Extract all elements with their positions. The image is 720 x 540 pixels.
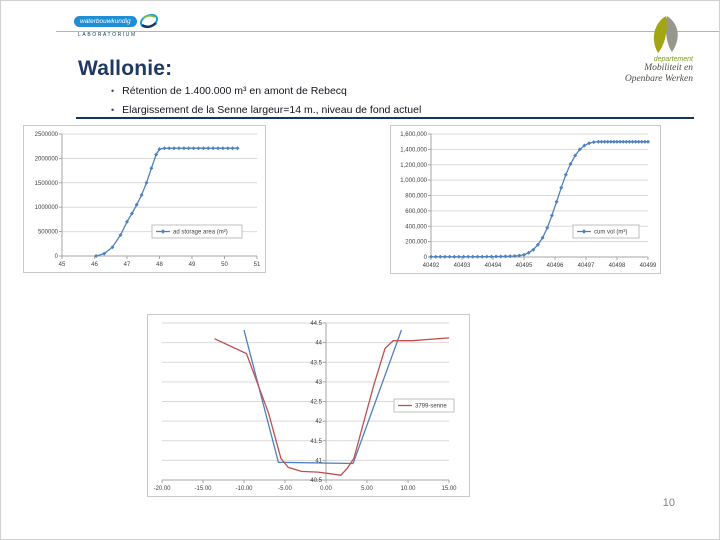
storage-area-chart: 0 500000 1000000 1500000 2000000 2500000 45 46 4… xyxy=(23,125,266,273)
cumulative-volume-chart: 0 200,000 400,000 600,000 800,000 1,000,000 1,… xyxy=(390,125,661,274)
svg-text:15.00: 15.00 xyxy=(441,486,457,492)
svg-text:40499: 40499 xyxy=(640,263,657,269)
svg-text:40496: 40496 xyxy=(547,263,564,269)
svg-text:0: 0 xyxy=(55,254,59,260)
svg-text:42.5: 42.5 xyxy=(310,400,322,406)
mow-department-label: departement xyxy=(653,56,693,63)
svg-text:40497: 40497 xyxy=(578,263,595,269)
page-number: 10 xyxy=(662,497,675,509)
svg-text:44.5: 44.5 xyxy=(310,321,322,327)
bullet-text: Rétention de 1.400.000 m³ en amont de Re… xyxy=(122,85,347,97)
svg-text:10.00: 10.00 xyxy=(400,486,416,492)
svg-text:-20.00: -20.00 xyxy=(153,486,171,492)
storage-area-chart-canvas: 0 500000 1000000 1500000 2000000 2500000 45 46 4… xyxy=(35,132,261,268)
svg-text:1000000: 1000000 xyxy=(35,205,59,211)
svg-text:1,600,000: 1,600,000 xyxy=(400,132,427,138)
svg-text:41: 41 xyxy=(315,458,322,464)
svg-text:0: 0 xyxy=(424,255,428,261)
slide-title: Wallonie: xyxy=(78,57,173,80)
svg-text:1500000: 1500000 xyxy=(35,181,59,187)
svg-text:-5.00: -5.00 xyxy=(278,486,292,492)
svg-text:40493: 40493 xyxy=(454,263,471,269)
waterbouwkundig-globe-icon xyxy=(139,13,158,29)
waterbouwkundig-subtitle: LABORATORIUM xyxy=(78,32,137,38)
title-divider xyxy=(76,117,694,119)
svg-text:ad storage area (m²): ad storage area (m²) xyxy=(173,230,228,236)
svg-text:1,200,000: 1,200,000 xyxy=(400,163,427,169)
svg-text:200,000: 200,000 xyxy=(405,240,427,246)
svg-text:1,400,000: 1,400,000 xyxy=(400,147,427,153)
waterbouwkundig-wordmark: waterbouwkundig xyxy=(74,15,137,27)
svg-text:47: 47 xyxy=(124,262,131,268)
svg-text:5.00: 5.00 xyxy=(361,486,373,492)
bullet-list: • Rétention de 1.400.000 m³ en amont de … xyxy=(111,85,631,122)
svg-text:400,000: 400,000 xyxy=(405,224,427,230)
svg-text:46: 46 xyxy=(91,262,98,268)
svg-text:49: 49 xyxy=(189,262,196,268)
svg-text:44: 44 xyxy=(315,341,322,347)
svg-text:600,000: 600,000 xyxy=(405,209,427,215)
svg-text:40495: 40495 xyxy=(516,263,533,269)
bullet-item: • Rétention de 1.400.000 m³ en amont de … xyxy=(111,85,631,99)
svg-text:40498: 40498 xyxy=(609,263,626,269)
svg-text:40492: 40492 xyxy=(423,263,440,269)
svg-text:-15.00: -15.00 xyxy=(194,486,212,492)
svg-text:-10.00: -10.00 xyxy=(235,486,253,492)
svg-text:51: 51 xyxy=(254,262,261,268)
svg-text:40.5: 40.5 xyxy=(310,478,322,484)
mow-name-line1: Mobiliteit en xyxy=(644,63,693,73)
svg-text:2000000: 2000000 xyxy=(35,156,59,162)
mow-logo-block: departement Mobiliteit en Openbare Werke… xyxy=(543,13,693,85)
bullet-dot: • xyxy=(111,86,115,96)
waterbouwkundig-logo: waterbouwkundig LABORATORIUM xyxy=(74,12,159,38)
bullet-text: Elargissement de la Senne largeur=14 m.,… xyxy=(122,103,422,116)
mow-leaf-icon xyxy=(653,16,678,53)
svg-text:42: 42 xyxy=(315,419,322,425)
cross-section-chart-canvas: 40.5 41 41.5 42 42.5 43 43.5 44 44.5 -20.00 -15.00… xyxy=(153,321,457,492)
svg-text:800,000: 800,000 xyxy=(405,194,427,200)
svg-text:45: 45 xyxy=(59,262,66,268)
svg-text:0.00: 0.00 xyxy=(320,486,332,492)
svg-text:48: 48 xyxy=(156,262,163,268)
svg-text:43.5: 43.5 xyxy=(310,360,322,366)
svg-text:500000: 500000 xyxy=(38,230,59,236)
svg-text:40494: 40494 xyxy=(485,263,502,269)
cross-section-chart: 40.5 41 41.5 42 42.5 43 43.5 44 44.5 -20.00 -15.00… xyxy=(147,314,470,497)
bullet-item: • Elargissement de la Senne largeur=14 m… xyxy=(111,104,631,118)
top-divider xyxy=(56,31,719,32)
svg-text:43: 43 xyxy=(315,380,322,386)
bullet-dot: • xyxy=(111,104,115,115)
svg-text:1,000,000: 1,000,000 xyxy=(400,178,427,184)
svg-text:cum vol (m³): cum vol (m³) xyxy=(594,230,627,236)
cumulative-volume-chart-canvas: 0 200,000 400,000 600,000 800,000 1,000,000 1,… xyxy=(400,132,657,269)
mow-name-line2: Openbare Werken xyxy=(624,73,693,84)
svg-text:41.5: 41.5 xyxy=(310,439,322,445)
svg-text:3799-senne: 3799-senne xyxy=(415,404,447,410)
svg-text:2500000: 2500000 xyxy=(35,132,59,138)
svg-text:50: 50 xyxy=(221,262,228,268)
